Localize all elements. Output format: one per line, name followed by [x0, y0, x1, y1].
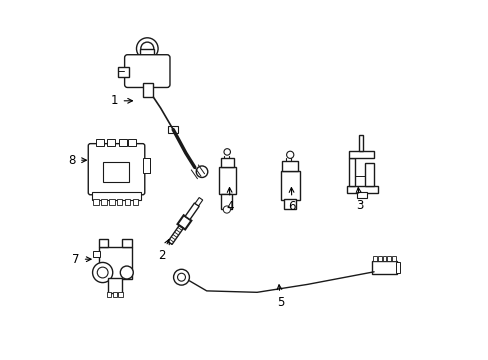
- Bar: [386, 256, 390, 261]
- Bar: [284, 199, 295, 209]
- Bar: [117, 199, 122, 205]
- Text: 2: 2: [158, 239, 169, 262]
- Circle shape: [97, 267, 108, 278]
- Bar: [128, 139, 136, 146]
- Circle shape: [173, 269, 189, 285]
- Bar: [218, 167, 235, 194]
- Circle shape: [141, 42, 153, 55]
- Polygon shape: [195, 198, 203, 206]
- Text: 1: 1: [111, 94, 132, 107]
- Text: 4: 4: [226, 188, 233, 213]
- Bar: [99, 247, 132, 279]
- FancyBboxPatch shape: [124, 55, 170, 87]
- Bar: [220, 158, 233, 167]
- Bar: [92, 251, 100, 257]
- Bar: [348, 158, 355, 186]
- Bar: [391, 256, 395, 261]
- Polygon shape: [177, 215, 191, 229]
- Circle shape: [224, 149, 230, 155]
- Text: 7: 7: [72, 253, 91, 266]
- Bar: [348, 151, 373, 158]
- Text: 8: 8: [69, 154, 86, 167]
- Circle shape: [223, 206, 230, 213]
- Bar: [93, 199, 99, 205]
- Bar: [142, 158, 149, 173]
- Bar: [140, 49, 154, 59]
- Text: 6: 6: [288, 188, 295, 213]
- Bar: [101, 199, 106, 205]
- Circle shape: [136, 38, 158, 59]
- Bar: [395, 262, 399, 273]
- Bar: [96, 139, 103, 146]
- Bar: [99, 239, 108, 247]
- Text: 3: 3: [355, 188, 363, 212]
- Circle shape: [286, 151, 293, 158]
- Bar: [356, 192, 366, 198]
- Bar: [118, 292, 122, 297]
- Bar: [107, 292, 111, 297]
- Bar: [113, 292, 117, 297]
- Bar: [377, 256, 381, 261]
- Bar: [365, 163, 373, 186]
- FancyBboxPatch shape: [88, 144, 144, 195]
- Circle shape: [177, 273, 185, 281]
- Bar: [107, 139, 115, 146]
- Bar: [280, 171, 300, 200]
- Bar: [382, 256, 386, 261]
- Bar: [133, 199, 138, 205]
- Bar: [109, 199, 114, 205]
- Polygon shape: [185, 203, 199, 220]
- Bar: [119, 139, 126, 146]
- Polygon shape: [167, 225, 183, 244]
- Bar: [221, 194, 232, 209]
- Text: 5: 5: [276, 285, 284, 309]
- Bar: [103, 162, 129, 182]
- Circle shape: [92, 262, 113, 283]
- Bar: [118, 67, 128, 77]
- Bar: [358, 135, 363, 151]
- Bar: [122, 239, 132, 247]
- Bar: [167, 126, 178, 133]
- Bar: [371, 261, 396, 274]
- Bar: [125, 199, 130, 205]
- Bar: [282, 161, 298, 171]
- Circle shape: [196, 166, 207, 177]
- Bar: [142, 83, 153, 97]
- Bar: [107, 278, 122, 293]
- Circle shape: [120, 266, 133, 279]
- Bar: [92, 192, 141, 200]
- Bar: [346, 186, 377, 193]
- Bar: [373, 256, 376, 261]
